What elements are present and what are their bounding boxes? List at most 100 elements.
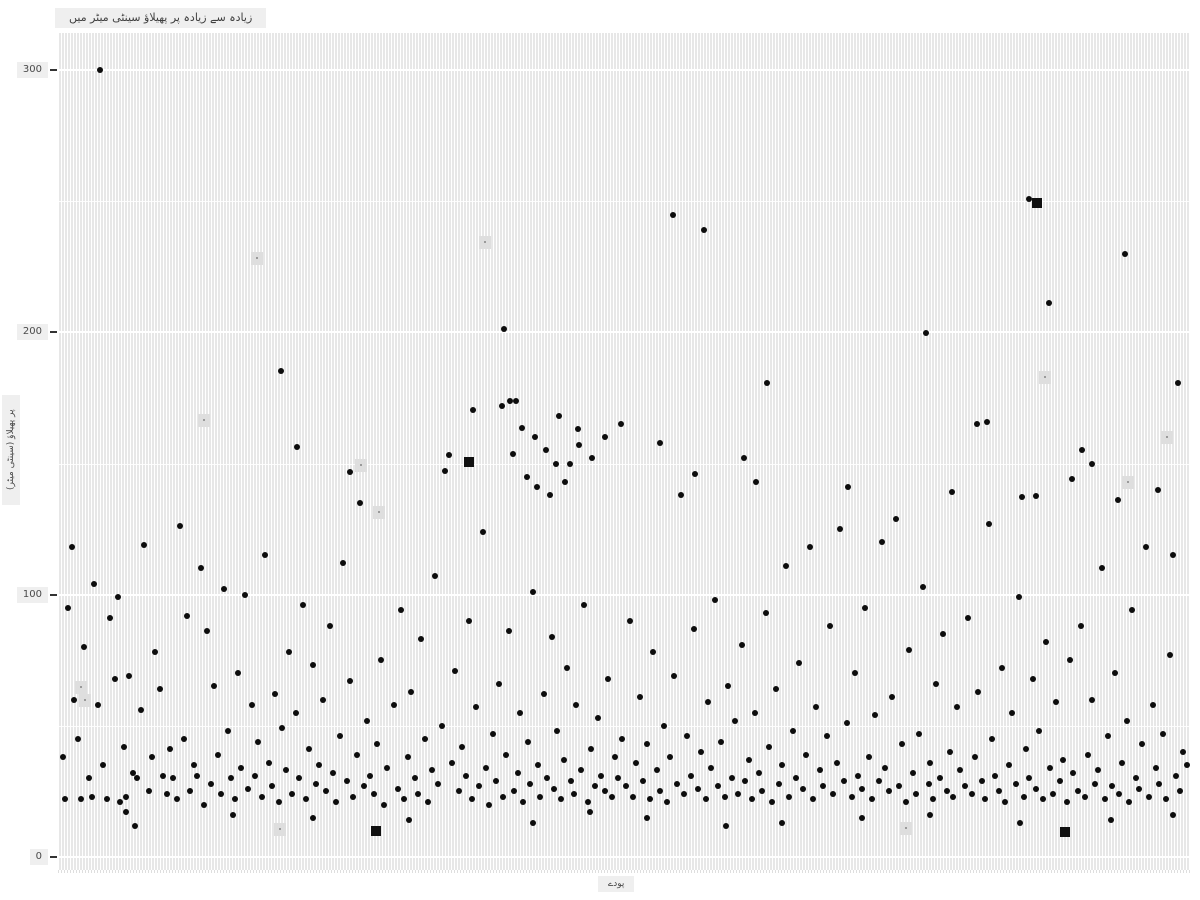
data-point — [262, 552, 269, 559]
data-point — [505, 628, 512, 635]
data-point — [70, 696, 77, 703]
data-point — [218, 791, 224, 798]
data-point — [1060, 827, 1071, 838]
data-point — [786, 793, 793, 800]
data-point — [584, 798, 591, 805]
data-point — [813, 704, 820, 711]
data-point — [340, 560, 347, 567]
data-point — [1153, 764, 1160, 771]
data-point — [374, 741, 381, 748]
data-point — [677, 491, 684, 498]
plot-panel — [58, 33, 1190, 870]
data-point — [1053, 699, 1060, 706]
data-point — [357, 499, 364, 506]
data-point — [933, 680, 940, 687]
data-point — [823, 733, 830, 740]
data-point — [275, 798, 282, 805]
data-point — [224, 728, 231, 735]
data-point — [347, 468, 354, 475]
data-point — [1142, 544, 1149, 551]
y-gridline-major — [58, 331, 1190, 334]
data-point — [657, 439, 664, 446]
data-point — [1183, 762, 1190, 769]
data-point — [96, 67, 103, 73]
data-point — [519, 424, 526, 431]
data-point — [134, 775, 141, 782]
y-tick-label: 300 — [16, 62, 48, 78]
data-point — [547, 491, 554, 498]
data-point — [978, 777, 985, 784]
data-point — [279, 725, 286, 732]
y-gridline-minor — [58, 201, 1190, 203]
data-point — [591, 783, 598, 790]
data-point — [1088, 460, 1095, 467]
data-point — [837, 526, 844, 533]
data-point — [1170, 812, 1177, 819]
data-point — [999, 665, 1006, 672]
data-point — [463, 456, 474, 467]
data-point — [995, 788, 1002, 795]
data-point — [875, 777, 882, 784]
data-point — [855, 772, 862, 779]
data-point — [748, 796, 755, 803]
data-point — [684, 733, 691, 740]
data-point — [122, 809, 129, 816]
data-point — [772, 686, 779, 693]
data-point — [251, 772, 258, 779]
data-point — [872, 712, 879, 719]
data-point — [701, 227, 708, 234]
data-point — [718, 738, 725, 745]
data-point — [806, 544, 813, 551]
data-point — [728, 775, 735, 782]
data-point — [91, 581, 98, 588]
data-point — [411, 775, 418, 782]
y-gridline-minor — [58, 463, 1190, 465]
data-point — [564, 665, 571, 672]
data-point — [170, 775, 177, 782]
data-point — [394, 785, 401, 792]
y-tick-mark — [50, 593, 57, 596]
data-point — [180, 735, 187, 742]
data-point — [1107, 817, 1114, 824]
data-point — [537, 793, 544, 800]
data-point — [670, 672, 677, 679]
data-point — [667, 754, 674, 761]
data-point — [1156, 780, 1163, 787]
data-point — [950, 793, 957, 800]
data-point — [299, 602, 306, 609]
data-point — [498, 402, 505, 409]
data-point — [548, 633, 555, 640]
data-point — [643, 814, 650, 821]
data-point — [61, 796, 68, 803]
data-point — [615, 775, 622, 782]
data-point — [452, 667, 459, 674]
data-point — [1146, 793, 1153, 800]
data-point — [796, 659, 803, 666]
data-point — [885, 788, 892, 795]
data-point — [255, 738, 262, 745]
data-point — [1050, 791, 1057, 798]
data-point — [470, 406, 477, 413]
data-point — [445, 452, 452, 459]
data-point — [982, 796, 989, 803]
data-point — [899, 822, 912, 836]
data-point — [735, 791, 742, 798]
data-point — [975, 688, 982, 695]
data-point — [1020, 793, 1027, 800]
data-point — [779, 819, 786, 826]
data-point — [306, 746, 313, 753]
data-point — [234, 670, 241, 677]
data-point — [350, 793, 357, 800]
data-point — [316, 762, 323, 769]
data-point — [697, 749, 704, 756]
data-point — [708, 764, 715, 771]
data-point — [1026, 195, 1033, 202]
data-point — [117, 798, 124, 805]
data-point — [289, 791, 296, 798]
data-point — [1017, 819, 1024, 826]
data-point — [355, 459, 368, 473]
data-point — [1088, 696, 1095, 703]
data-point — [343, 777, 350, 784]
data-point — [1170, 552, 1177, 559]
data-point — [107, 615, 114, 622]
